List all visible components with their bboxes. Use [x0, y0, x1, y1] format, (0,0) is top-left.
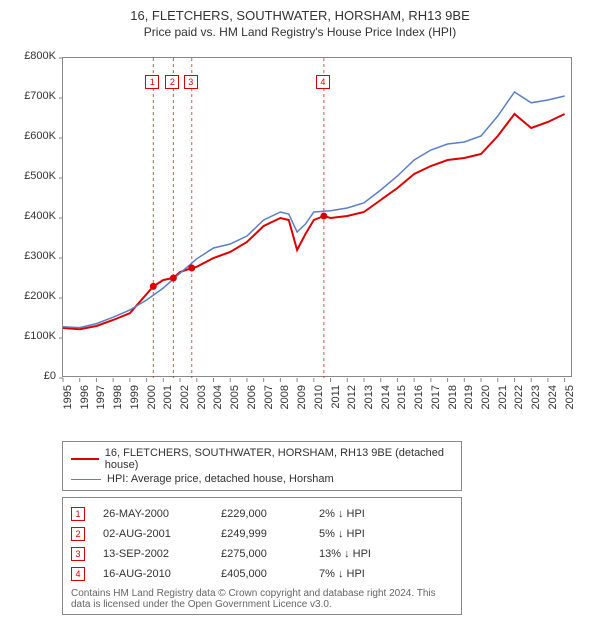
legend: 16, FLETCHERS, SOUTHWATER, HORSHAM, RH13…: [62, 441, 462, 491]
y-tick-label: £200K: [12, 290, 56, 302]
sales-row-pct: 5% ↓ HPI: [319, 528, 409, 540]
x-tick-label: 2021: [497, 385, 509, 419]
x-tick-label: 2005: [229, 385, 241, 419]
sales-row-pct: 7% ↓ HPI: [319, 568, 409, 580]
x-tick-label: 2025: [564, 385, 576, 419]
y-tick-label: £800K: [12, 50, 56, 62]
sales-row-num: 2: [71, 527, 85, 541]
x-tick-label: 2001: [162, 385, 174, 419]
sales-row-date: 26-MAY-2000: [103, 508, 203, 520]
legend-label-hpi: HPI: Average price, detached house, Hors…: [107, 473, 334, 485]
legend-item-hpi: HPI: Average price, detached house, Hors…: [71, 472, 453, 486]
x-tick-label: 2022: [513, 385, 525, 419]
plot-area: [62, 57, 572, 377]
sales-row-price: £275,000: [221, 548, 301, 560]
sales-row-pct: 2% ↓ HPI: [319, 508, 409, 520]
x-tick-label: 2014: [380, 385, 392, 419]
sales-row: 3 13-SEP-2002 £275,000 13% ↓ HPI: [71, 544, 453, 564]
x-tick-label: 2020: [480, 385, 492, 419]
chart-svg: [63, 58, 573, 378]
x-tick-label: 1998: [112, 385, 124, 419]
sale-marker-box: 1: [145, 75, 159, 89]
y-tick-label: £100K: [12, 330, 56, 342]
x-tick-label: 2006: [246, 385, 258, 419]
x-tick-label: 2024: [547, 385, 559, 419]
sales-row-price: £405,000: [221, 568, 301, 580]
y-tick-label: £500K: [12, 170, 56, 182]
legend-item-property: 16, FLETCHERS, SOUTHWATER, HORSHAM, RH13…: [71, 446, 453, 472]
x-tick-label: 2018: [447, 385, 459, 419]
y-tick-label: £300K: [12, 250, 56, 262]
legend-swatch-hpi: [71, 479, 101, 480]
sales-row-num: 4: [71, 567, 85, 581]
x-tick-label: 2015: [396, 385, 408, 419]
y-tick-label: £400K: [12, 210, 56, 222]
x-tick-label: 2000: [146, 385, 158, 419]
sales-row-price: £249,999: [221, 528, 301, 540]
legend-swatch-property: [71, 458, 99, 460]
x-tick-label: 2003: [196, 385, 208, 419]
sales-row: 2 02-AUG-2001 £249,999 5% ↓ HPI: [71, 524, 453, 544]
sales-row-num: 1: [71, 507, 85, 521]
x-tick-label: 2012: [346, 385, 358, 419]
x-tick-label: 2002: [179, 385, 191, 419]
sale-marker-box: 3: [184, 75, 198, 89]
sales-table: 1 26-MAY-2000 £229,000 2% ↓ HPI 2 02-AUG-2001…: [62, 497, 462, 615]
x-tick-label: 2004: [212, 385, 224, 419]
x-tick-label: 2017: [430, 385, 442, 419]
sale-marker-box: 4: [316, 75, 330, 89]
x-tick-label: 2008: [279, 385, 291, 419]
x-tick-label: 2009: [296, 385, 308, 419]
chart-container: £0 £100K £200K £300K £400K £500K £600K £700K £80…: [12, 47, 588, 437]
x-tick-label: 2010: [313, 385, 325, 419]
sales-row-price: £229,000: [221, 508, 301, 520]
sales-row: 4 16-AUG-2010 £405,000 7% ↓ HPI: [71, 564, 453, 584]
y-tick-label: £600K: [12, 130, 56, 142]
x-tick-label: 2019: [463, 385, 475, 419]
x-tick-label: 2011: [330, 385, 342, 419]
y-tick-label: £700K: [12, 90, 56, 102]
x-tick-label: 1997: [95, 385, 107, 419]
sales-row: 1 26-MAY-2000 £229,000 2% ↓ HPI: [71, 504, 453, 524]
sales-row-num: 3: [71, 547, 85, 561]
sales-row-date: 16-AUG-2010: [103, 568, 203, 580]
x-tick-label: 1999: [129, 385, 141, 419]
x-tick-label: 2007: [263, 385, 275, 419]
footnote: Contains HM Land Registry data © Crown c…: [71, 588, 453, 610]
x-tick-label: 2013: [363, 385, 375, 419]
legend-label-property: 16, FLETCHERS, SOUTHWATER, HORSHAM, RH13…: [105, 447, 453, 471]
x-tick-label: 1995: [62, 385, 74, 419]
sales-row-date: 13-SEP-2002: [103, 548, 203, 560]
page-subtitle: Price paid vs. HM Land Registry's House …: [12, 25, 588, 39]
page-title: 16, FLETCHERS, SOUTHWATER, HORSHAM, RH13…: [12, 8, 588, 23]
x-tick-label: 2023: [530, 385, 542, 419]
y-tick-label: £0: [12, 370, 56, 382]
x-tick-label: 2016: [413, 385, 425, 419]
sales-row-pct: 13% ↓ HPI: [319, 548, 409, 560]
sale-marker-box: 2: [165, 75, 179, 89]
x-tick-label: 1996: [79, 385, 91, 419]
sales-row-date: 02-AUG-2001: [103, 528, 203, 540]
